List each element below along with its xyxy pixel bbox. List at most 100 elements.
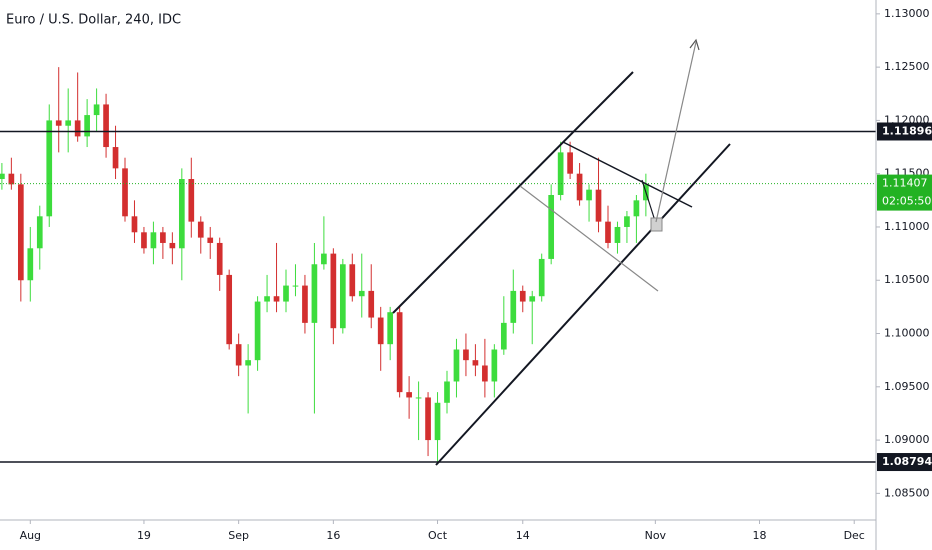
- y-tick-label: 1.10000: [884, 327, 930, 340]
- candle-body: [0, 173, 5, 180]
- candle-body: [160, 232, 166, 243]
- x-tick-label: 19: [137, 529, 151, 542]
- y-tick-label: 1.10500: [884, 273, 930, 286]
- candle-body: [425, 397, 431, 441]
- y-tick-label: 1.08500: [884, 486, 930, 499]
- y-tick-label: 1.09500: [884, 380, 930, 393]
- candle-body: [472, 360, 479, 366]
- last-price-label: 1.11407: [882, 177, 928, 190]
- candle-body: [178, 179, 185, 249]
- chart-title: Euro / U.S. Dollar, 240, IDC: [6, 13, 181, 28]
- candle-body: [36, 216, 43, 249]
- candle-body: [605, 221, 611, 243]
- wedge-upper: [562, 141, 693, 208]
- candle-body: [141, 232, 147, 249]
- candle-body: [415, 397, 422, 399]
- candle-body: [188, 179, 195, 222]
- wedge-lower: [519, 185, 659, 292]
- candle-body: [624, 216, 630, 227]
- arrow-head: [689, 38, 700, 51]
- price-label: 1.11896: [882, 124, 932, 137]
- candle-body: [254, 301, 261, 361]
- candle-body: [557, 152, 564, 195]
- candle-body: [302, 285, 308, 323]
- x-tick-label: 16: [326, 529, 340, 542]
- candle-body: [510, 290, 517, 323]
- candle-body: [349, 264, 356, 297]
- candle-body: [292, 285, 299, 287]
- candle-body: [519, 290, 526, 302]
- candle-body: [491, 349, 498, 382]
- candle-body: [538, 258, 545, 297]
- candle-body: [93, 104, 100, 116]
- candle-body: [207, 237, 214, 243]
- y-tick-label: 1.13000: [884, 7, 930, 20]
- candle-body: [529, 296, 536, 302]
- x-tick-label: Dec: [844, 529, 865, 542]
- candle-body: [311, 264, 318, 323]
- channel-lower: [435, 143, 731, 466]
- candle-body: [74, 120, 81, 137]
- candle-body: [406, 392, 412, 398]
- candle-body: [434, 402, 441, 441]
- candle-body: [103, 104, 109, 148]
- candle-body: [283, 285, 289, 302]
- x-tick-label: 18: [753, 529, 767, 542]
- price-label-box: [877, 453, 932, 472]
- candle-body: [444, 381, 450, 403]
- price-label-box: [877, 122, 932, 141]
- candle-body: [65, 120, 72, 126]
- candle-body: [358, 290, 365, 297]
- candle-body: [330, 253, 337, 329]
- candle-body: [614, 226, 621, 243]
- candle-body: [576, 173, 583, 201]
- candle-body: [55, 120, 62, 126]
- candle-body: [27, 248, 34, 281]
- candle-body: [273, 296, 280, 302]
- x-tick-label: Aug: [20, 529, 41, 542]
- drawings: [392, 38, 731, 466]
- candle-body: [339, 264, 346, 329]
- x-tick-label: Sep: [228, 529, 249, 542]
- candle-body: [131, 216, 138, 233]
- candle-body: [245, 360, 251, 366]
- candle-body: [567, 152, 573, 174]
- candle-body: [169, 242, 176, 249]
- candle-body: [453, 349, 460, 382]
- candle-body: [377, 317, 384, 345]
- candle-body: [396, 312, 403, 393]
- candle-body: [368, 290, 375, 318]
- candle-body: [548, 195, 555, 259]
- candle-body: [122, 168, 128, 217]
- y-tick-label: 1.09000: [884, 433, 930, 446]
- candle-body: [216, 242, 223, 275]
- candle-body: [150, 232, 157, 249]
- candle-body: [235, 344, 242, 366]
- candle-body: [17, 184, 24, 281]
- candle-body: [197, 221, 204, 238]
- candle-body: [46, 120, 53, 217]
- y-tick-label: 1.12500: [884, 60, 930, 73]
- price-label: 1.08794: [882, 455, 932, 468]
- candle-body: [586, 189, 592, 201]
- candle-body: [500, 322, 507, 350]
- x-tick-label: 14: [516, 529, 530, 542]
- countdown-label: 02:05:50: [882, 195, 931, 208]
- candle-body: [387, 312, 394, 345]
- candle-body: [264, 296, 270, 302]
- candle-body: [226, 274, 233, 345]
- candle-body: [633, 200, 640, 217]
- channel-upper: [392, 71, 634, 314]
- candle-body: [482, 365, 488, 382]
- x-tick-label: Oct: [428, 529, 448, 542]
- candle-body: [112, 147, 119, 169]
- projection-line: [641, 179, 657, 225]
- y-tick-label: 1.11000: [884, 220, 930, 233]
- candle-body: [321, 253, 327, 265]
- candle-body: [84, 115, 90, 137]
- candle-body: [595, 189, 602, 222]
- x-tick-label: Nov: [645, 529, 667, 542]
